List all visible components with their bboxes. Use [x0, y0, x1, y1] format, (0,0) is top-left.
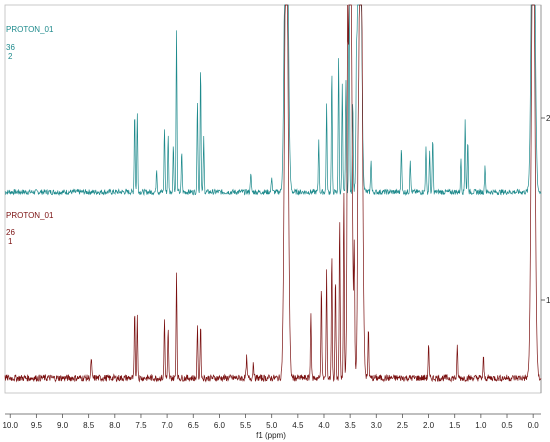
x-axis-ticks: 10.0 9.5 9.0 8.5 8.0 7.5 7.0 6.5 6.0 5.5 5.0 4.5 4.0… — [2, 414, 539, 430]
spectrum-1-name: PROTON_01 — [6, 211, 54, 220]
x-tick-label: 9.5 — [31, 421, 43, 430]
offset-label-2: 2 — [546, 114, 550, 123]
x-tick-label: 0.5 — [501, 421, 513, 430]
spectrum-2-name: PROTON_01 — [6, 25, 54, 34]
x-tick-label: 3.0 — [371, 421, 383, 430]
x-tick-label: 6.5 — [188, 421, 200, 430]
x-tick-label: 0.0 — [528, 421, 540, 430]
x-tick-label: 1.0 — [475, 421, 487, 430]
x-tick-label: 2.5 — [397, 421, 409, 430]
spectrum-1-sample: 26 — [6, 228, 15, 237]
spectrum-2-trace — [4, 4, 542, 197]
x-tick-label: 4.5 — [292, 421, 304, 430]
spectrum-2-index: 2 — [8, 52, 13, 61]
x-tick-label: 2.0 — [423, 421, 435, 430]
x-tick-label: 5.0 — [266, 421, 278, 430]
x-tick-label: 4.0 — [318, 421, 330, 430]
x-tick-label: 5.5 — [240, 421, 252, 430]
x-tick-label: 8.5 — [83, 421, 95, 430]
plot-frame — [4, 4, 542, 394]
spectrum-1-trace — [4, 4, 542, 383]
x-tick-label: 6.0 — [214, 421, 226, 430]
x-tick-label: 3.5 — [345, 421, 357, 430]
offset-label-1: 1 — [546, 296, 550, 305]
x-tick-label: 7.0 — [162, 421, 174, 430]
x-tick-label: 1.5 — [449, 421, 461, 430]
x-tick-label: 10.0 — [2, 421, 18, 430]
spectrum-2-sample: 36 — [6, 43, 15, 52]
x-axis-label: f1 (ppm) — [256, 431, 286, 440]
x-tick-label: 7.5 — [135, 421, 147, 430]
spectrum-1-index: 1 — [8, 237, 13, 246]
x-tick-label: 8.0 — [109, 421, 121, 430]
x-tick-label: 9.0 — [57, 421, 69, 430]
